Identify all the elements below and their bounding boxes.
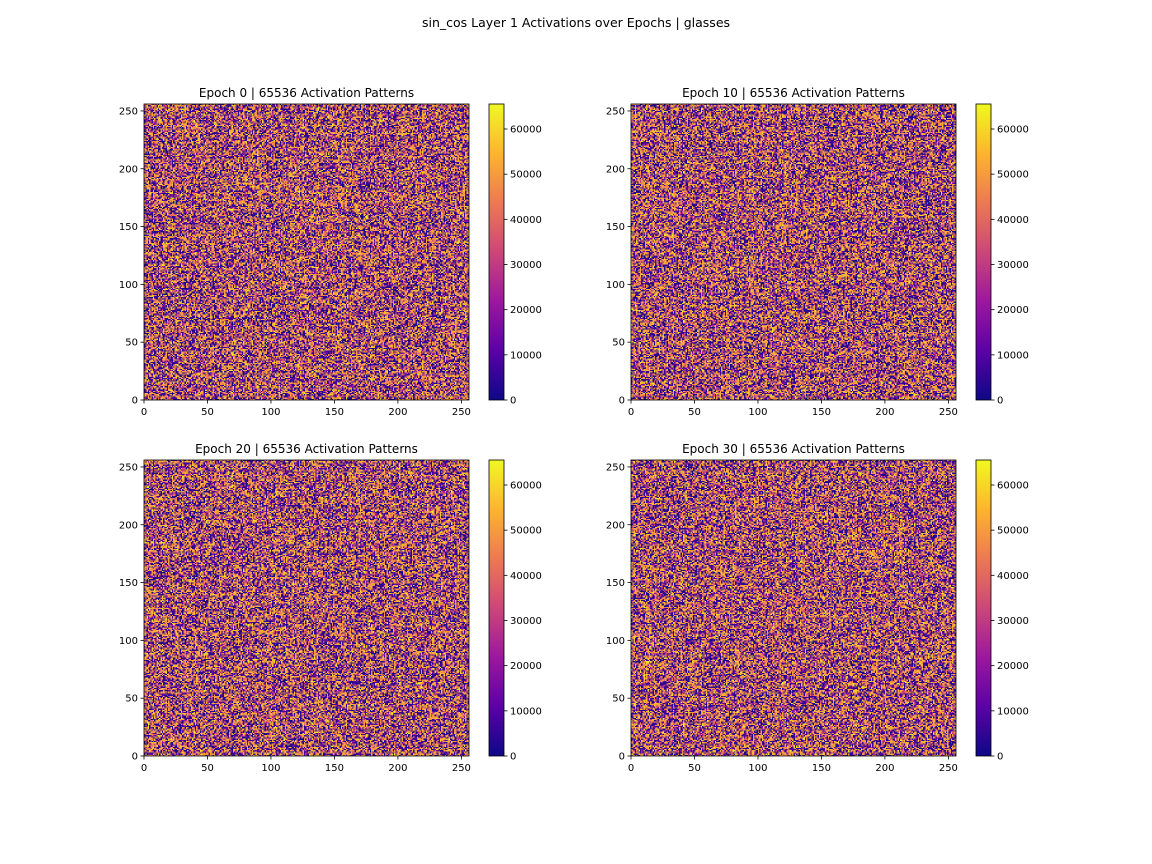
heatmap-cells [631, 104, 956, 400]
y-tick-label: 250 [119, 462, 138, 473]
y-tick-label: 0 [619, 752, 625, 763]
x-tick-label: 0 [628, 763, 634, 774]
colorbar-tick-label: 30000 [997, 616, 1029, 627]
y-tick-label: 150 [119, 578, 138, 589]
y-tick-label: 50 [612, 694, 625, 705]
y-tick-label: 100 [119, 636, 138, 647]
x-tick-label: 250 [452, 407, 471, 418]
colorbar-tick-label: 0 [997, 752, 1003, 763]
x-tick-label: 50 [688, 407, 701, 418]
x-tick-label: 150 [812, 407, 831, 418]
y-tick-label: 0 [619, 396, 625, 407]
x-tick-label: 250 [452, 763, 471, 774]
colorbar-tick-label: 60000 [510, 481, 542, 492]
colorbar-tick-label: 60000 [997, 125, 1029, 136]
colorbar [488, 459, 505, 757]
axes-frame [143, 103, 470, 401]
y-tick-label: 50 [125, 694, 138, 705]
heatmap-panel: Epoch 30 | 65536 Activation Patterns 0 50 1… [606, 442, 1029, 774]
colorbar-tick-label: 0 [997, 396, 1003, 407]
y-tick-label: 200 [119, 164, 138, 175]
y-tick-label: 0 [132, 396, 138, 407]
heatmap-panel: Epoch 10 | 65536 Activation Patterns 0 50 1… [606, 86, 1029, 418]
x-tick-label: 100 [748, 763, 767, 774]
heatmap-panel: Epoch 0 | 65536 Activation Patterns 0 50 10… [119, 86, 542, 418]
colorbar-tick-label: 50000 [510, 170, 542, 181]
panel-title: Epoch 10 | 65536 Activation Patterns [682, 86, 905, 100]
panel-title: Epoch 30 | 65536 Activation Patterns [682, 442, 905, 456]
y-tick-label: 200 [606, 520, 625, 531]
axes-frame [630, 459, 957, 757]
colorbar-tick-label: 20000 [510, 661, 542, 672]
colorbar-tick-label: 30000 [997, 260, 1029, 271]
x-tick-label: 250 [939, 763, 958, 774]
colorbar [488, 103, 505, 401]
colorbar-tick-label: 20000 [510, 305, 542, 316]
x-tick-label: 200 [875, 763, 894, 774]
y-tick-label: 200 [119, 520, 138, 531]
colorbar-tick-label: 0 [510, 396, 516, 407]
x-tick-label: 150 [325, 407, 344, 418]
y-tick-label: 100 [606, 636, 625, 647]
colorbar-tick-label: 40000 [997, 215, 1029, 226]
colorbar-tick-label: 30000 [510, 616, 542, 627]
y-tick-label: 150 [606, 222, 625, 233]
colorbar [975, 103, 992, 401]
y-tick-label: 0 [132, 752, 138, 763]
y-tick-label: 150 [606, 578, 625, 589]
axes-frame [630, 103, 957, 401]
x-tick-label: 200 [388, 763, 407, 774]
colorbar-tick-label: 20000 [997, 661, 1029, 672]
y-tick-label: 200 [606, 164, 625, 175]
colorbar-tick-label: 40000 [510, 571, 542, 582]
colorbar-tick-label: 10000 [997, 706, 1029, 717]
x-tick-label: 0 [141, 407, 147, 418]
colorbar-tick-label: 60000 [510, 125, 542, 136]
colorbar-tick-label: 50000 [997, 526, 1029, 537]
y-tick-label: 50 [612, 338, 625, 349]
y-tick-label: 50 [125, 338, 138, 349]
x-tick-label: 0 [141, 763, 147, 774]
panel-title: Epoch 20 | 65536 Activation Patterns [195, 442, 418, 456]
x-tick-label: 50 [201, 407, 214, 418]
colorbar-tick-label: 40000 [997, 571, 1029, 582]
x-tick-label: 50 [201, 763, 214, 774]
x-tick-label: 100 [261, 407, 280, 418]
panel-title: Epoch 0 | 65536 Activation Patterns [199, 86, 414, 100]
heatmap-cells [144, 460, 469, 756]
x-tick-label: 150 [325, 763, 344, 774]
colorbar-tick-label: 20000 [997, 305, 1029, 316]
y-tick-label: 250 [606, 462, 625, 473]
x-tick-label: 50 [688, 763, 701, 774]
colorbar-tick-label: 60000 [997, 481, 1029, 492]
y-tick-label: 100 [119, 280, 138, 291]
colorbar [975, 459, 992, 757]
colorbar-tick-label: 50000 [510, 526, 542, 537]
heatmap-panel: Epoch 20 | 65536 Activation Patterns 0 50 1… [119, 442, 542, 774]
heatmap-cells [144, 104, 469, 400]
y-tick-label: 100 [606, 280, 625, 291]
colorbar-tick-label: 30000 [510, 260, 542, 271]
colorbar-tick-label: 10000 [997, 350, 1029, 361]
colorbar-tick-label: 40000 [510, 215, 542, 226]
subplot-grid: Epoch 0 | 65536 Activation Patterns 0 50 10… [119, 86, 1029, 774]
colorbar-tick-label: 0 [510, 752, 516, 763]
heatmap-cells [631, 460, 956, 756]
x-tick-label: 100 [261, 763, 280, 774]
y-tick-label: 150 [119, 222, 138, 233]
y-tick-label: 250 [606, 106, 625, 117]
axes-frame [143, 459, 470, 757]
x-tick-label: 100 [748, 407, 767, 418]
y-tick-label: 250 [119, 106, 138, 117]
x-tick-label: 200 [388, 407, 407, 418]
x-tick-label: 0 [628, 407, 634, 418]
colorbar-tick-label: 10000 [510, 350, 542, 361]
figure-suptitle: sin_cos Layer 1 Activations over Epochs … [422, 15, 730, 30]
x-tick-label: 200 [875, 407, 894, 418]
colorbar-tick-label: 10000 [510, 706, 542, 717]
x-tick-label: 150 [812, 763, 831, 774]
x-tick-label: 250 [939, 407, 958, 418]
colorbar-tick-label: 50000 [997, 170, 1029, 181]
